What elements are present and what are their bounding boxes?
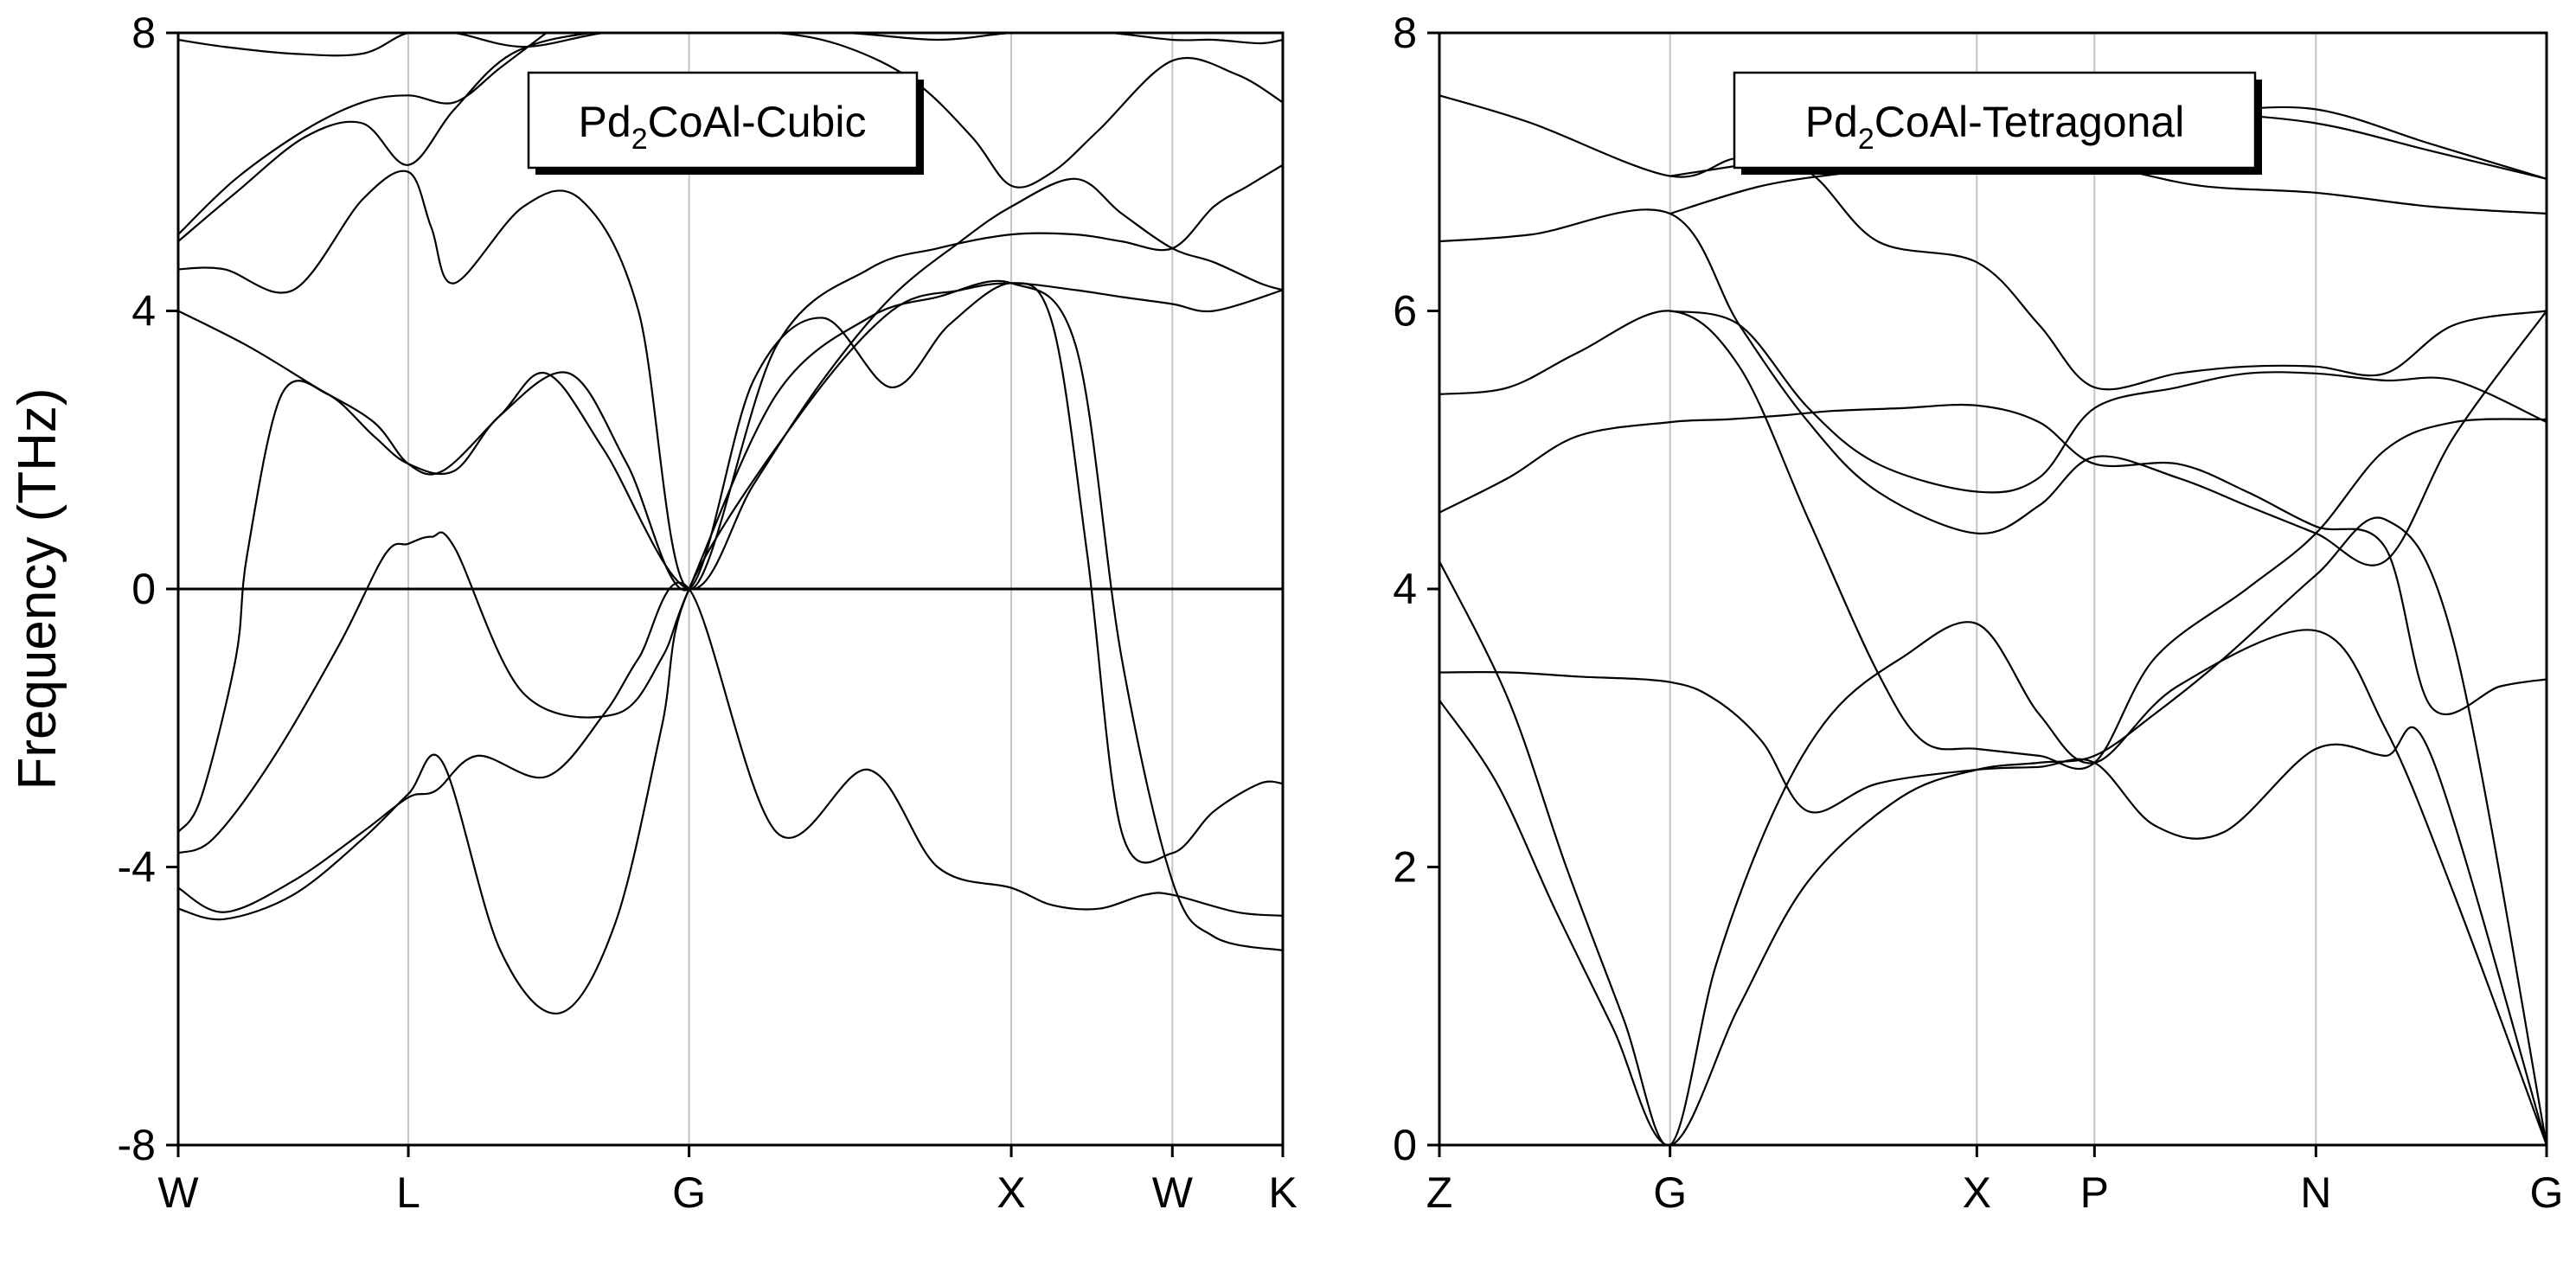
cubic-band-b6 — [178, 163, 1283, 591]
tetragonal-xtick-label-5: G — [2530, 1168, 2564, 1217]
cubic-ytick-label-4: 8 — [131, 9, 156, 57]
tetragonal-title-box: Pd2CoAl-Tetragonal — [1733, 71, 2262, 175]
tetragonal-band-a3 — [1439, 671, 2547, 1145]
cubic-bands — [178, 33, 1283, 1014]
cubic-xtick-label-1: L — [396, 1168, 420, 1217]
tetragonal-xtick-label-4: N — [2300, 1168, 2331, 1217]
cubic-panel: -8 -4 0 4 8 W L G X W K Pd2CoAl-Cubic Frequency (… — [8, 9, 1298, 1217]
tetragonal-band-a6 — [1439, 208, 2547, 566]
cubic-title-box: Pd2CoAl-Cubic — [527, 71, 924, 175]
tetragonal-ytick-label-0: 0 — [1393, 1121, 1417, 1169]
cubic-xtick-label-3: X — [996, 1168, 1025, 1217]
tetragonal-ytick-label-2: 4 — [1393, 565, 1417, 613]
cubic-band-b5 — [178, 177, 1283, 591]
tetragonal-xtick-label-1: G — [1653, 1168, 1687, 1217]
tetragonal-xtick-label-0: Z — [1426, 1168, 1453, 1217]
cubic-xtick-label-0: W — [157, 1168, 199, 1217]
tetragonal-ytick-label-4: 8 — [1393, 9, 1417, 57]
tetragonal-band-a5 — [1439, 310, 2547, 771]
cubic-band-b1 — [178, 581, 1283, 917]
cubic-band-b4 — [178, 282, 1283, 864]
tetragonal-xtick-label-2: X — [1963, 1168, 1991, 1217]
cubic-band-b3 — [178, 279, 1283, 952]
tetragonal-band-a2 — [1439, 560, 2547, 1145]
cubic-band-b2 — [178, 282, 1283, 1014]
cubic-ytick-label-0: -8 — [118, 1121, 156, 1169]
tetragonal-ytick-label-1: 2 — [1393, 843, 1417, 892]
tetragonal-xtick-label-3: P — [2080, 1168, 2109, 1217]
cubic-y-ticks: -8 -4 0 4 8 — [118, 9, 178, 1169]
cubic-ytick-label-1: -4 — [118, 843, 156, 892]
y-axis-label: Frequency (THz) — [8, 387, 67, 790]
tetragonal-panel: 0 2 4 6 8 Z G X P N G Pd2CoAl-Tetragonal — [1393, 9, 2563, 1217]
cubic-xtick-label-5: K — [1268, 1168, 1297, 1217]
tetragonal-bands — [1439, 87, 2547, 1145]
tetragonal-ytick-label-3: 6 — [1393, 287, 1417, 336]
tetragonal-y-ticks: 0 2 4 6 8 — [1393, 9, 1439, 1169]
cubic-xtick-label-4: W — [1152, 1168, 1194, 1217]
tetragonal-band-a8 — [1669, 310, 2547, 494]
cubic-band-b7 — [178, 33, 1283, 242]
cubic-title: Pd2CoAl-Cubic — [579, 98, 867, 156]
cubic-xtick-label-2: G — [672, 1168, 706, 1217]
cubic-band-b8 — [178, 33, 1283, 57]
cubic-ytick-label-3: 4 — [131, 287, 156, 336]
tetragonal-band-a4 — [1439, 403, 2547, 715]
cubic-band-b9 — [178, 33, 548, 235]
tetragonal-band-a1 — [1439, 516, 2547, 1145]
tetragonal-title: Pd2CoAl-Tetragonal — [1805, 98, 2185, 156]
cubic-ytick-label-2: 0 — [131, 565, 156, 613]
